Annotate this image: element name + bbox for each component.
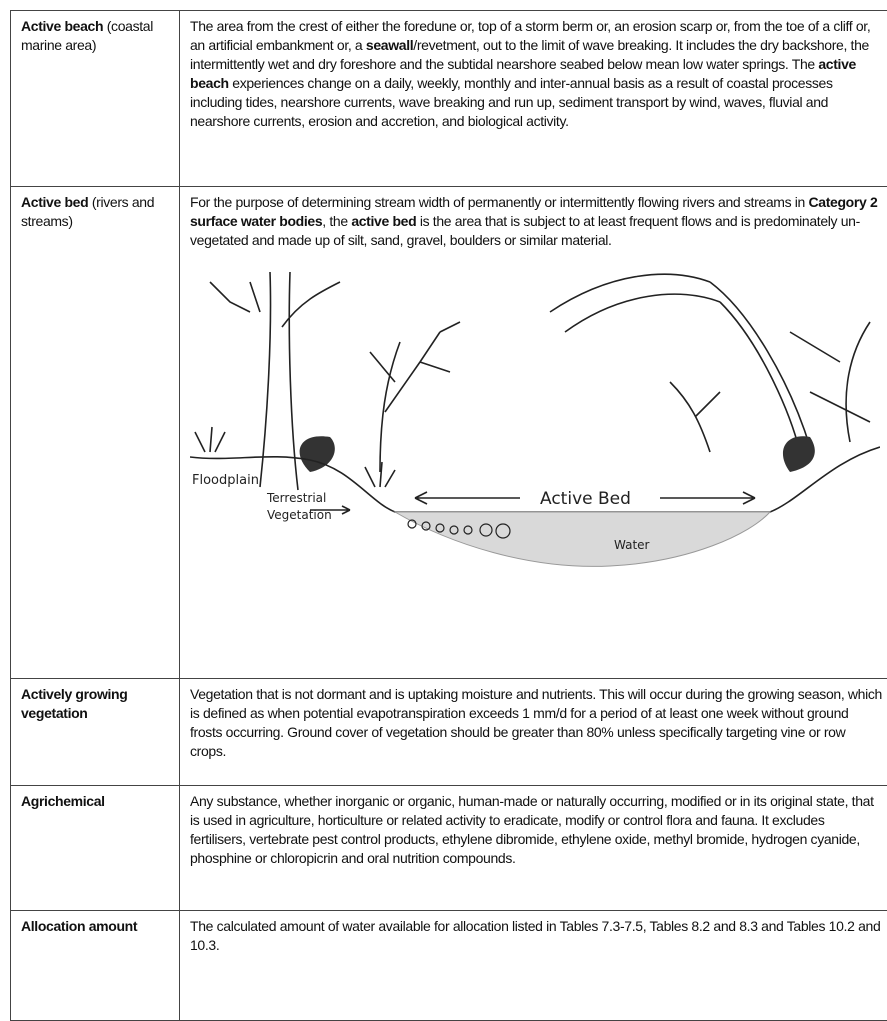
water bbox=[395, 512, 770, 566]
definition-run: For the purpose of determining stream wi… bbox=[190, 194, 809, 210]
term-name: Active beach bbox=[21, 18, 103, 34]
label-floodplain: Floodplain bbox=[192, 473, 259, 488]
term-name: Agrichemical bbox=[21, 793, 105, 809]
definition-run: experiences change on a daily, weekly, m… bbox=[190, 75, 833, 129]
label-terrestrial: Terrestrial bbox=[266, 491, 326, 505]
glossary-row: Active bed (rivers and streams) For the p… bbox=[11, 187, 887, 679]
definition-text: The calculated amount of water available… bbox=[190, 917, 883, 955]
term-cell: Allocation amount bbox=[11, 911, 180, 1021]
term-cell: Agrichemical bbox=[11, 786, 180, 911]
definition-run: The calculated amount of water available… bbox=[190, 918, 880, 953]
definition-run: Any substance, whether inorganic or orga… bbox=[190, 793, 874, 866]
term-name: Actively growing vegetation bbox=[21, 686, 127, 721]
glossary-row: Agrichemical Any substance, whether inorg… bbox=[11, 786, 887, 911]
definition-cell: For the purpose of determining stream wi… bbox=[180, 187, 887, 679]
term-name: Allocation amount bbox=[21, 918, 137, 934]
glossary-table: Active beach (coastal marine area)The ar… bbox=[10, 10, 887, 1021]
definition-text: Vegetation that is not dormant and is up… bbox=[190, 685, 883, 761]
definition-emphasis: seawall bbox=[366, 37, 413, 53]
term-cell: Actively growing vegetation bbox=[11, 679, 180, 786]
glossary-row: Actively growing vegetation Vegetation th… bbox=[11, 679, 887, 786]
definition-cell: The calculated amount of water available… bbox=[180, 911, 887, 1021]
glossary-row: Allocation amount The calculated amount o… bbox=[11, 911, 887, 1021]
term-cell: Active bed (rivers and streams) bbox=[11, 187, 180, 679]
definition-text: Any substance, whether inorganic or orga… bbox=[190, 792, 883, 868]
definition-text: For the purpose of determining stream wi… bbox=[190, 193, 883, 250]
active-bed-diagram: Floodplain Terrestrial Vegetation Active Be… bbox=[190, 272, 880, 602]
label-terrestrial: Vegetation bbox=[267, 508, 332, 522]
definition-cell: The area from the crest of either the fo… bbox=[180, 11, 887, 187]
leaf bbox=[300, 436, 815, 472]
definition-emphasis: active bed bbox=[351, 213, 416, 229]
definition-run: , the bbox=[322, 213, 351, 229]
definition-run: Vegetation that is not dormant and is up… bbox=[190, 686, 882, 759]
arrow bbox=[310, 492, 755, 514]
term-cell: Active beach (coastal marine area) bbox=[11, 11, 180, 187]
glossary-row: Active beach (coastal marine area)The ar… bbox=[11, 11, 887, 187]
definition-cell: Any substance, whether inorganic or orga… bbox=[180, 786, 887, 911]
label-water: Water bbox=[614, 538, 650, 552]
label-active-bed: Active Bed bbox=[540, 489, 631, 509]
term-name: Active bed bbox=[21, 194, 88, 210]
definition-cell: Vegetation that is not dormant and is up… bbox=[180, 679, 887, 786]
tree bbox=[550, 274, 870, 452]
definition-text: The area from the crest of either the fo… bbox=[190, 17, 883, 131]
